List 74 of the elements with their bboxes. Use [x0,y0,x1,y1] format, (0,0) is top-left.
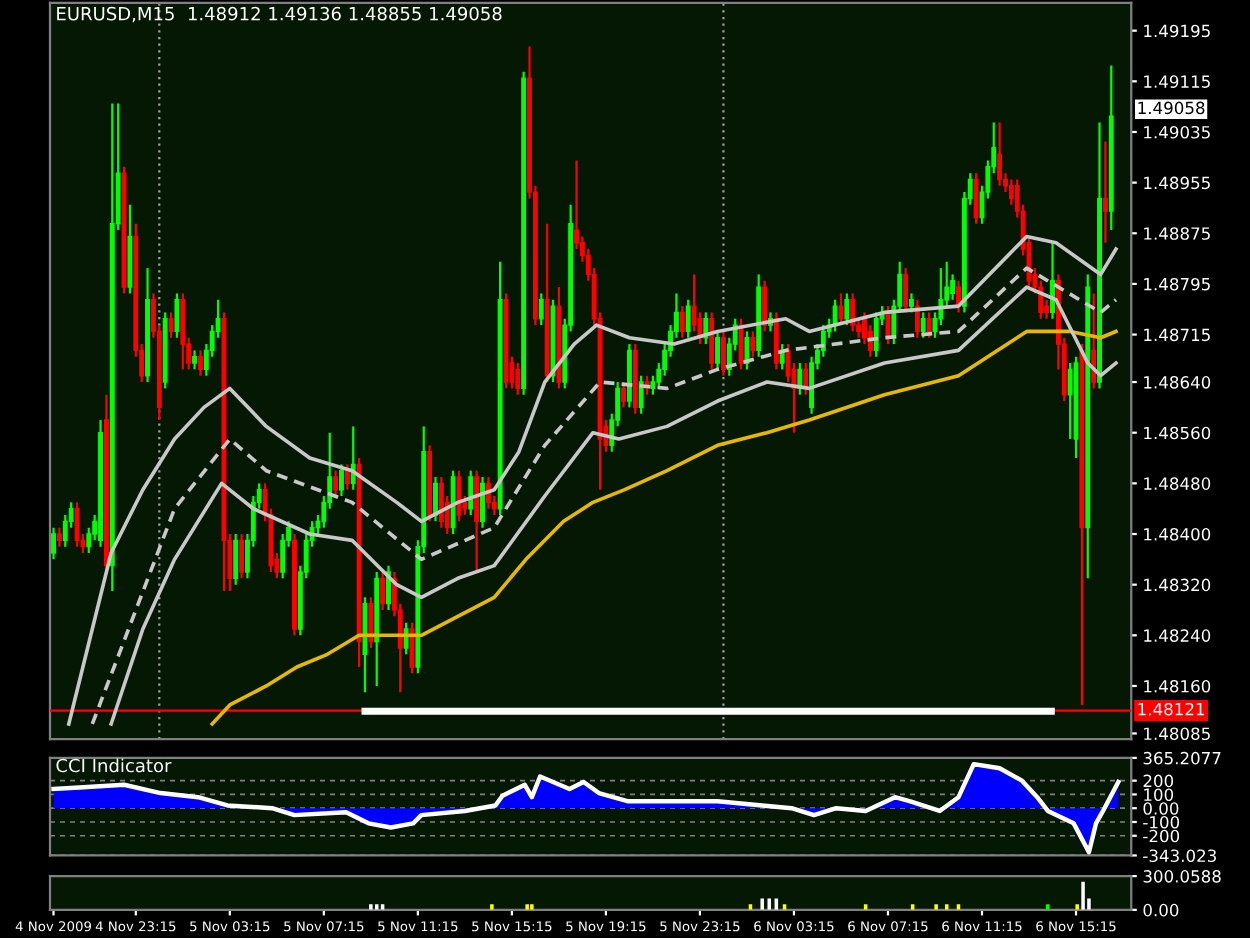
y-tick-label: 0.00 [1143,802,1179,815]
candlestick [1008,178,1014,206]
y-tick-label: -200 [1143,829,1180,843]
candlestick [720,330,726,377]
candlestick [380,570,386,612]
candlestick [903,266,909,314]
candlestick [873,311,879,358]
candlestick [685,298,691,339]
y-tick-label: 200 [1143,774,1174,788]
line-series [210,329,1118,726]
chart-title: EURUSD,M15 1.48912 1.49136 1.48855 1.49058 [57,6,502,23]
candlestick [468,469,474,517]
y-tick-label: 1.49035 [1144,125,1210,139]
y-tick-label: 365.2077 [1143,751,1221,765]
candlestick [192,349,198,371]
candlestick [168,311,174,339]
candlestick [197,349,203,377]
y-tick-label: 1.48955 [1144,176,1210,190]
annotation: 1.49058 [1138,101,1205,115]
candlestick [844,292,850,327]
y-tick-label: 1.49195 [1144,24,1210,38]
candlestick [180,292,186,371]
candlestick [174,292,180,339]
candlestick [1067,361,1073,441]
candlestick [233,532,239,586]
candlestick [715,330,721,371]
candlestick [239,532,245,580]
y-tick-label: 100 [1144,788,1174,801]
candlestick [920,311,926,339]
candlestick [515,361,521,396]
chart-title: CCI Indicator [56,758,172,773]
candlestick [973,172,979,225]
candlestick [339,463,344,498]
candlestick [621,380,626,409]
y-tick-label: 1.48480 [1144,477,1211,490]
candlestick [538,292,544,327]
candlestick [738,317,744,371]
candlestick [1102,140,1108,244]
y-tick-label: -343.023 [1143,849,1216,863]
candlestick [480,475,485,529]
candlestick [344,463,350,491]
y-tick-label: 300.0588 [1143,870,1221,883]
candlestick [914,298,920,339]
candlestick [762,279,768,333]
candlestick [368,596,374,650]
candlestick [433,475,438,523]
y-tick-label: 1.48085 [1144,727,1210,741]
y-tick-label: 1.49115 [1144,75,1210,88]
y-tick-label: 1.48875 [1144,227,1210,240]
candlestick [744,330,750,371]
candlestick [474,469,480,574]
y-tick-label: 1.48400 [1144,527,1211,541]
y-tick-label: 1.48795 [1144,277,1210,291]
candlestick [679,304,685,339]
candlestick [832,298,838,333]
candlestick [750,330,756,358]
y-tick-label: 1.48320 [1144,578,1211,592]
y-tick-label: 1.48560 [1144,426,1211,440]
candlestick [709,311,715,371]
candlestick [997,121,1003,187]
y-tick-label: 0.00 [1143,903,1179,917]
candlestick [773,311,779,371]
y-tick-label: 1.48715 [1144,328,1210,342]
y-tick-label: 1.48640 [1144,376,1211,389]
candlestick [51,526,56,561]
candlestick [333,469,339,498]
y-tick-label: -100 [1143,815,1180,829]
candlestick [926,311,932,339]
y-tick-label: 1.48240 [1144,629,1211,642]
candlestick [56,526,62,548]
y-tick-label: 1.48160 [1144,679,1211,693]
ref-line-label: 1.48121 [1138,702,1205,716]
candlestick [403,621,409,656]
candlestick [850,292,856,333]
